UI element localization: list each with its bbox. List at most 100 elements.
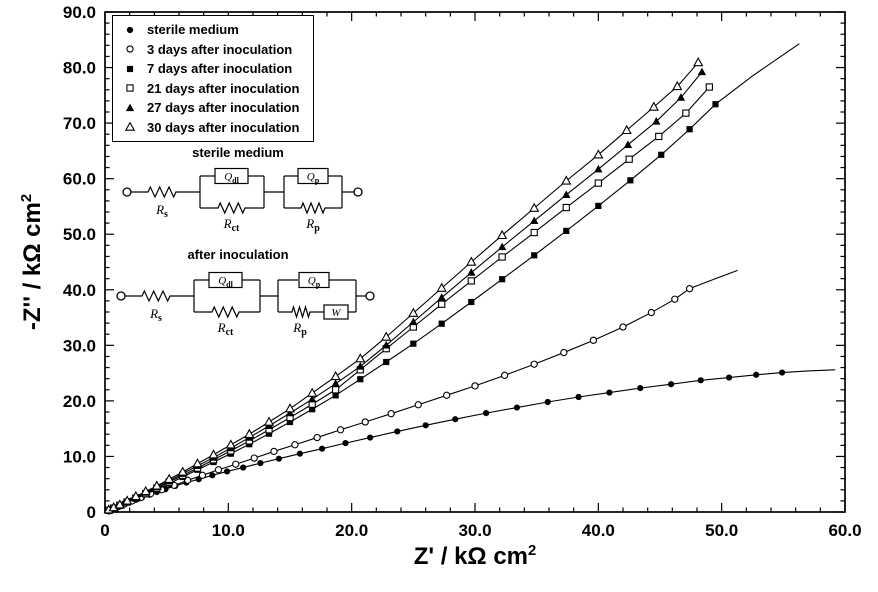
x-tick-label: 20.0: [335, 521, 368, 540]
marker-square-open: [682, 109, 690, 117]
y-tick-label: 10.0: [63, 447, 96, 466]
component-label: Rp: [305, 216, 320, 234]
marker-triangle-filled: [467, 268, 476, 276]
marker-triangle-open: [164, 473, 175, 483]
fit-line-sterile-medium: [108, 369, 836, 512]
x-tick-label: 0: [100, 521, 109, 540]
marker-triangle-open: [151, 480, 162, 490]
legend-item: 30 days after inoculation: [120, 118, 299, 138]
resistor: [297, 201, 329, 215]
marker-triangle-filled: [562, 190, 571, 198]
marker-triangle-open: [355, 353, 366, 363]
y-tick-label: 80.0: [63, 59, 96, 78]
marker-square-filled: [531, 252, 538, 259]
y-tick-label: 0: [87, 503, 96, 522]
marker-circle-filled: [513, 404, 521, 411]
component-label: Rp: [292, 320, 307, 338]
series-30-days-after-inoculation: [103, 57, 704, 514]
marker-circle-filled: [126, 26, 134, 33]
marker-triangle-filled: [125, 103, 135, 111]
marker-circle-filled: [422, 422, 429, 429]
marker-square-open: [126, 84, 134, 92]
y-tick-label: 50.0: [63, 225, 96, 244]
marker-triangle-open: [124, 121, 136, 131]
marker-triangle-open: [561, 175, 572, 185]
marker-circle-filled: [697, 377, 704, 384]
marker-square-filled: [468, 298, 475, 306]
marker-triangle-open: [648, 101, 659, 111]
marker-triangle-filled: [331, 379, 340, 387]
legend: sterile medium 3 days after inoculation 7 …: [112, 15, 315, 142]
marker-circle-filled: [318, 445, 326, 452]
terminal: [353, 187, 363, 197]
marker-circle-open: [530, 360, 538, 368]
marker-circle-open: [270, 447, 278, 456]
marker-circle-open: [671, 295, 679, 303]
marker-triangle-open: [529, 202, 540, 212]
marker-triangle-open: [621, 124, 632, 135]
marker-circle-filled: [452, 416, 459, 423]
marker-triangle-filled: [652, 117, 661, 125]
marker-triangle-filled: [285, 408, 295, 417]
marker-circle-filled: [637, 385, 644, 392]
marker-circle-open: [214, 466, 223, 474]
marker-circle-open: [291, 441, 299, 449]
triangle-open-icon: [124, 121, 136, 131]
marker-triangle-open: [307, 387, 318, 397]
marker-triangle-open: [466, 256, 477, 266]
y-tick-label: 20.0: [63, 392, 96, 411]
y-tick-label: 40.0: [63, 281, 96, 300]
marker-circle-filled: [224, 468, 231, 475]
marker-circle-filled: [296, 450, 303, 457]
legend-label: sterile medium: [147, 22, 239, 38]
legend-item: 27 days after inoculation: [120, 98, 299, 118]
circuit-title: sterile medium: [192, 145, 284, 160]
x-tick-label: 40.0: [582, 521, 615, 540]
marker-circle-open: [198, 471, 207, 479]
marker-circle-filled: [275, 455, 282, 462]
marker-circle-open: [589, 336, 598, 344]
marker-triangle-open: [208, 449, 219, 459]
marker-circle-filled: [725, 374, 733, 381]
marker-triangle-open: [693, 57, 704, 67]
legend-label: 27 days after inoculation: [147, 100, 300, 116]
marker-square-filled: [126, 65, 134, 72]
marker-square-filled: [410, 340, 417, 347]
terminal: [365, 291, 375, 301]
series-sterile-medium: [105, 369, 836, 514]
square-open-icon: [126, 84, 134, 92]
component-label: Rs: [149, 306, 162, 324]
resistor: [208, 305, 243, 319]
marker-triangle-open: [177, 466, 188, 476]
marker-circle-filled: [394, 428, 401, 435]
x-tick-label: 10.0: [212, 521, 245, 540]
marker-triangle-open: [381, 331, 392, 341]
y-axis-title-sup: 2: [19, 193, 35, 203]
y-tick-label: 70.0: [63, 114, 96, 133]
marker-circle-open: [387, 410, 395, 418]
legend-item: sterile medium: [120, 20, 299, 40]
marker-circle-filled: [342, 440, 349, 447]
marker-triangle-filled: [497, 242, 507, 251]
marker-triangle-open: [497, 229, 508, 240]
resistor: [214, 201, 249, 215]
marker-circle-filled: [779, 369, 786, 376]
marker-circle-filled: [483, 410, 490, 417]
marker-circle-open: [414, 401, 422, 409]
component-label: Rs: [155, 202, 168, 220]
marker-triangle-filled: [676, 93, 686, 101]
marker-square-filled: [595, 202, 602, 209]
marker-square-open: [625, 155, 633, 163]
circuit-box-label: Qdl: [224, 171, 239, 185]
marker-triangle-open: [330, 370, 341, 381]
marker-square-filled: [332, 392, 339, 399]
legend-label: 3 days after inoculation: [147, 41, 293, 57]
marker-circle-open: [126, 45, 134, 53]
marker-triangle-open: [192, 458, 203, 468]
square-filled-icon: [126, 65, 134, 72]
legend-label: 7 days after inoculation: [147, 61, 293, 77]
marker-square-open: [438, 300, 446, 308]
